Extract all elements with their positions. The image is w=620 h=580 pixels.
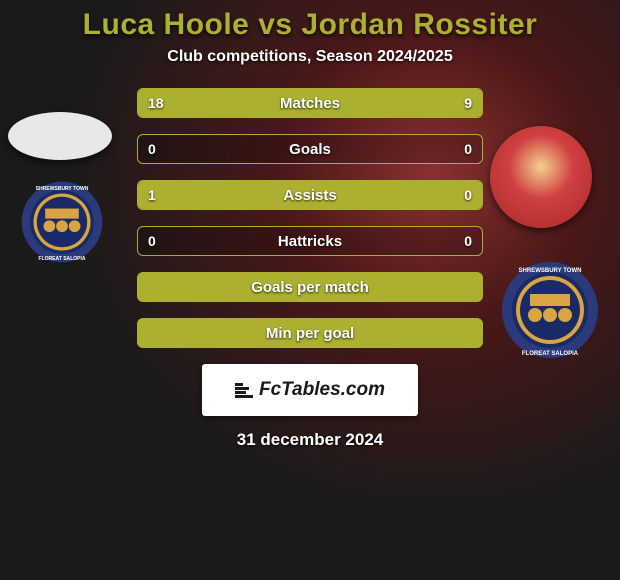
date-label: 31 december 2024 xyxy=(0,430,620,450)
stat-label: Goals per match xyxy=(251,279,369,296)
stat-label: Assists xyxy=(283,187,336,204)
stat-row: Goals per match xyxy=(137,272,483,302)
stat-value-left: 0 xyxy=(148,233,156,249)
comparison-card: Luca Hoole vs Jordan Rossiter Club compe… xyxy=(0,0,620,450)
fctables-watermark: FcTables.com xyxy=(202,364,418,416)
player-right-club-badge: SHREWSBURY TOWN FLOREAT SALOPIA xyxy=(500,260,600,360)
stats-container: 18 9 Matches 0 0 Goals 1 0 Assists 0 0 Hattricks Goa… xyxy=(137,88,483,348)
stat-label: Hattricks xyxy=(278,233,342,250)
stat-value-left: 0 xyxy=(148,141,156,157)
stat-label: Matches xyxy=(280,95,340,112)
stat-value-right: 0 xyxy=(464,141,472,157)
svg-text:FLOREAT SALOPIA: FLOREAT SALOPIA xyxy=(38,256,86,262)
page-title: Luca Hoole vs Jordan Rossiter xyxy=(0,8,620,42)
stat-row: Min per goal xyxy=(137,318,483,348)
stat-value-right: 0 xyxy=(464,233,472,249)
stat-value-right: 9 xyxy=(464,95,472,111)
svg-text:SHREWSBURY TOWN: SHREWSBURY TOWN xyxy=(36,186,89,192)
stat-value-right: 0 xyxy=(464,187,472,203)
player-left-avatar xyxy=(8,112,112,160)
svg-text:SHREWSBURY TOWN: SHREWSBURY TOWN xyxy=(519,268,582,274)
svg-text:FLOREAT SALOPIA: FLOREAT SALOPIA xyxy=(522,351,579,357)
player-left-club-badge: SHREWSBURY TOWN FLOREAT SALOPIA xyxy=(20,180,104,264)
stat-row: 18 9 Matches xyxy=(137,88,483,118)
stat-label: Goals xyxy=(289,141,331,158)
stat-value-left: 1 xyxy=(148,187,156,203)
stat-value-left: 18 xyxy=(148,95,164,111)
stat-row: 1 0 Assists xyxy=(137,180,483,210)
player-right-avatar xyxy=(490,126,592,228)
fctables-label: FcTables.com xyxy=(259,379,385,401)
stat-row: 0 0 Goals xyxy=(137,134,483,164)
stat-label: Min per goal xyxy=(266,325,354,342)
stat-row: 0 0 Hattricks xyxy=(137,226,483,256)
subtitle: Club competitions, Season 2024/2025 xyxy=(0,48,620,66)
fctables-icon xyxy=(235,383,253,398)
